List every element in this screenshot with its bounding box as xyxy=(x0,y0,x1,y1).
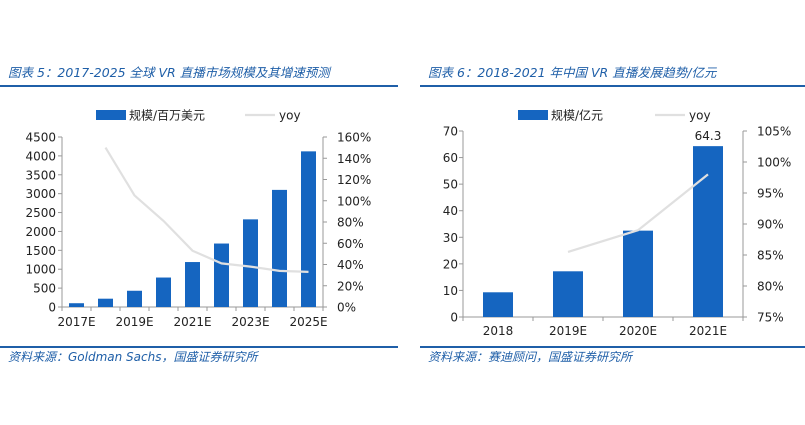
y-left-tick-label: 3000 xyxy=(25,187,56,201)
yoy-line xyxy=(104,147,309,273)
x-tick-label: 2020E xyxy=(619,324,657,338)
y-right-tick-label: 105% xyxy=(757,125,791,139)
y-left-tick-label: 2500 xyxy=(25,206,56,220)
x-tick-label: 2021E xyxy=(173,315,211,329)
y-left-tick-label: 500 xyxy=(33,282,56,296)
y-left-tick-label: 50 xyxy=(443,178,458,192)
x-tick-label: 2019E xyxy=(549,324,587,338)
source-note: 资料来源：赛迪顾问，国盛证券研究所 xyxy=(428,350,633,364)
y-left-tick-label: 1000 xyxy=(25,263,56,277)
y-right-tick-label: 80% xyxy=(757,280,784,294)
chart-title: 图表 5：2017-2025 全球 VR 直播市场规模及其增速预测 xyxy=(8,65,330,80)
y-right-tick-label: 120% xyxy=(337,173,371,187)
y-left-tick-label: 1500 xyxy=(25,244,56,258)
y-left-tick-label: 70 xyxy=(443,125,458,139)
y-right-tick-label: 0% xyxy=(337,301,356,315)
legend-label: 规模/百万美元 xyxy=(129,108,205,123)
chart-area: 0 500 1000 1500 2000 2500 3000 3500 4000 4500 0% 20… xyxy=(25,108,371,330)
legend-label: yoy xyxy=(689,109,711,123)
y-left-tick-label: 30 xyxy=(443,231,458,245)
legend-bar-swatch xyxy=(518,110,548,120)
x-tick-label: 2018 xyxy=(483,324,514,338)
y-right-tick-label: 95% xyxy=(757,187,784,201)
y-right-tick-label: 140% xyxy=(337,152,371,166)
bar xyxy=(243,219,258,307)
x-tick-label: 2017E xyxy=(57,315,95,329)
chart-area: 0 10 20 30 40 50 60 70 75% 80% 85% 90% 95% 100% 105% 20… xyxy=(443,108,792,339)
yoy-line xyxy=(567,173,709,253)
bar xyxy=(98,298,113,307)
y-left-tick-label: 3500 xyxy=(25,168,56,182)
chart-title: 图表 6：2018-2021 年中国 VR 直播发展趋势/亿元 xyxy=(428,65,717,80)
y-right-tick-label: 40% xyxy=(337,258,364,272)
legend-label: 规模/亿元 xyxy=(551,108,603,123)
bar xyxy=(69,303,84,307)
y-left-tick-label: 20 xyxy=(443,257,458,271)
y-right-tick-label: 90% xyxy=(757,218,784,232)
bar xyxy=(127,290,142,307)
bar xyxy=(623,230,653,317)
bar xyxy=(214,243,229,307)
y-left-tick-label: 10 xyxy=(443,284,458,298)
bar xyxy=(553,271,583,317)
y-right-tick-label: 160% xyxy=(337,131,371,145)
y-right-tick-label: 85% xyxy=(757,249,784,263)
bar xyxy=(272,189,287,307)
x-tick-label: 2025E xyxy=(289,315,327,329)
data-label: 64.3 xyxy=(695,129,722,143)
y-left-tick-label: 40 xyxy=(443,204,458,218)
bar xyxy=(483,292,513,317)
legend-label: yoy xyxy=(279,109,301,123)
y-right-tick-label: 80% xyxy=(337,216,364,230)
divider xyxy=(420,346,805,348)
y-left-tick-label: 0 xyxy=(48,301,56,315)
bar xyxy=(693,146,723,317)
y-left-tick-label: 4500 xyxy=(25,131,56,145)
y-left-tick-label: 60 xyxy=(443,151,458,165)
x-tick-label: 2021E xyxy=(689,324,727,338)
source-note: 资料来源：Goldman Sachs，国盛证券研究所 xyxy=(8,350,258,364)
divider xyxy=(0,85,398,87)
divider xyxy=(420,85,805,87)
divider xyxy=(0,346,398,348)
y-right-tick-label: 60% xyxy=(337,237,364,251)
y-right-tick-label: 100% xyxy=(757,156,791,170)
y-right-tick-label: 20% xyxy=(337,279,364,293)
y-right-tick-label: 100% xyxy=(337,194,371,208)
y-left-tick-label: 0 xyxy=(450,311,458,325)
x-tick-label: 2019E xyxy=(115,315,153,329)
y-left-tick-label: 2000 xyxy=(25,225,56,239)
x-tick-label: 2023E xyxy=(231,315,269,329)
legend-bar-swatch xyxy=(96,110,126,120)
bar xyxy=(301,151,316,307)
bar xyxy=(185,262,200,307)
bar xyxy=(156,277,171,307)
y-left-tick-label: 4000 xyxy=(25,149,56,163)
y-right-tick-label: 75% xyxy=(757,311,784,325)
